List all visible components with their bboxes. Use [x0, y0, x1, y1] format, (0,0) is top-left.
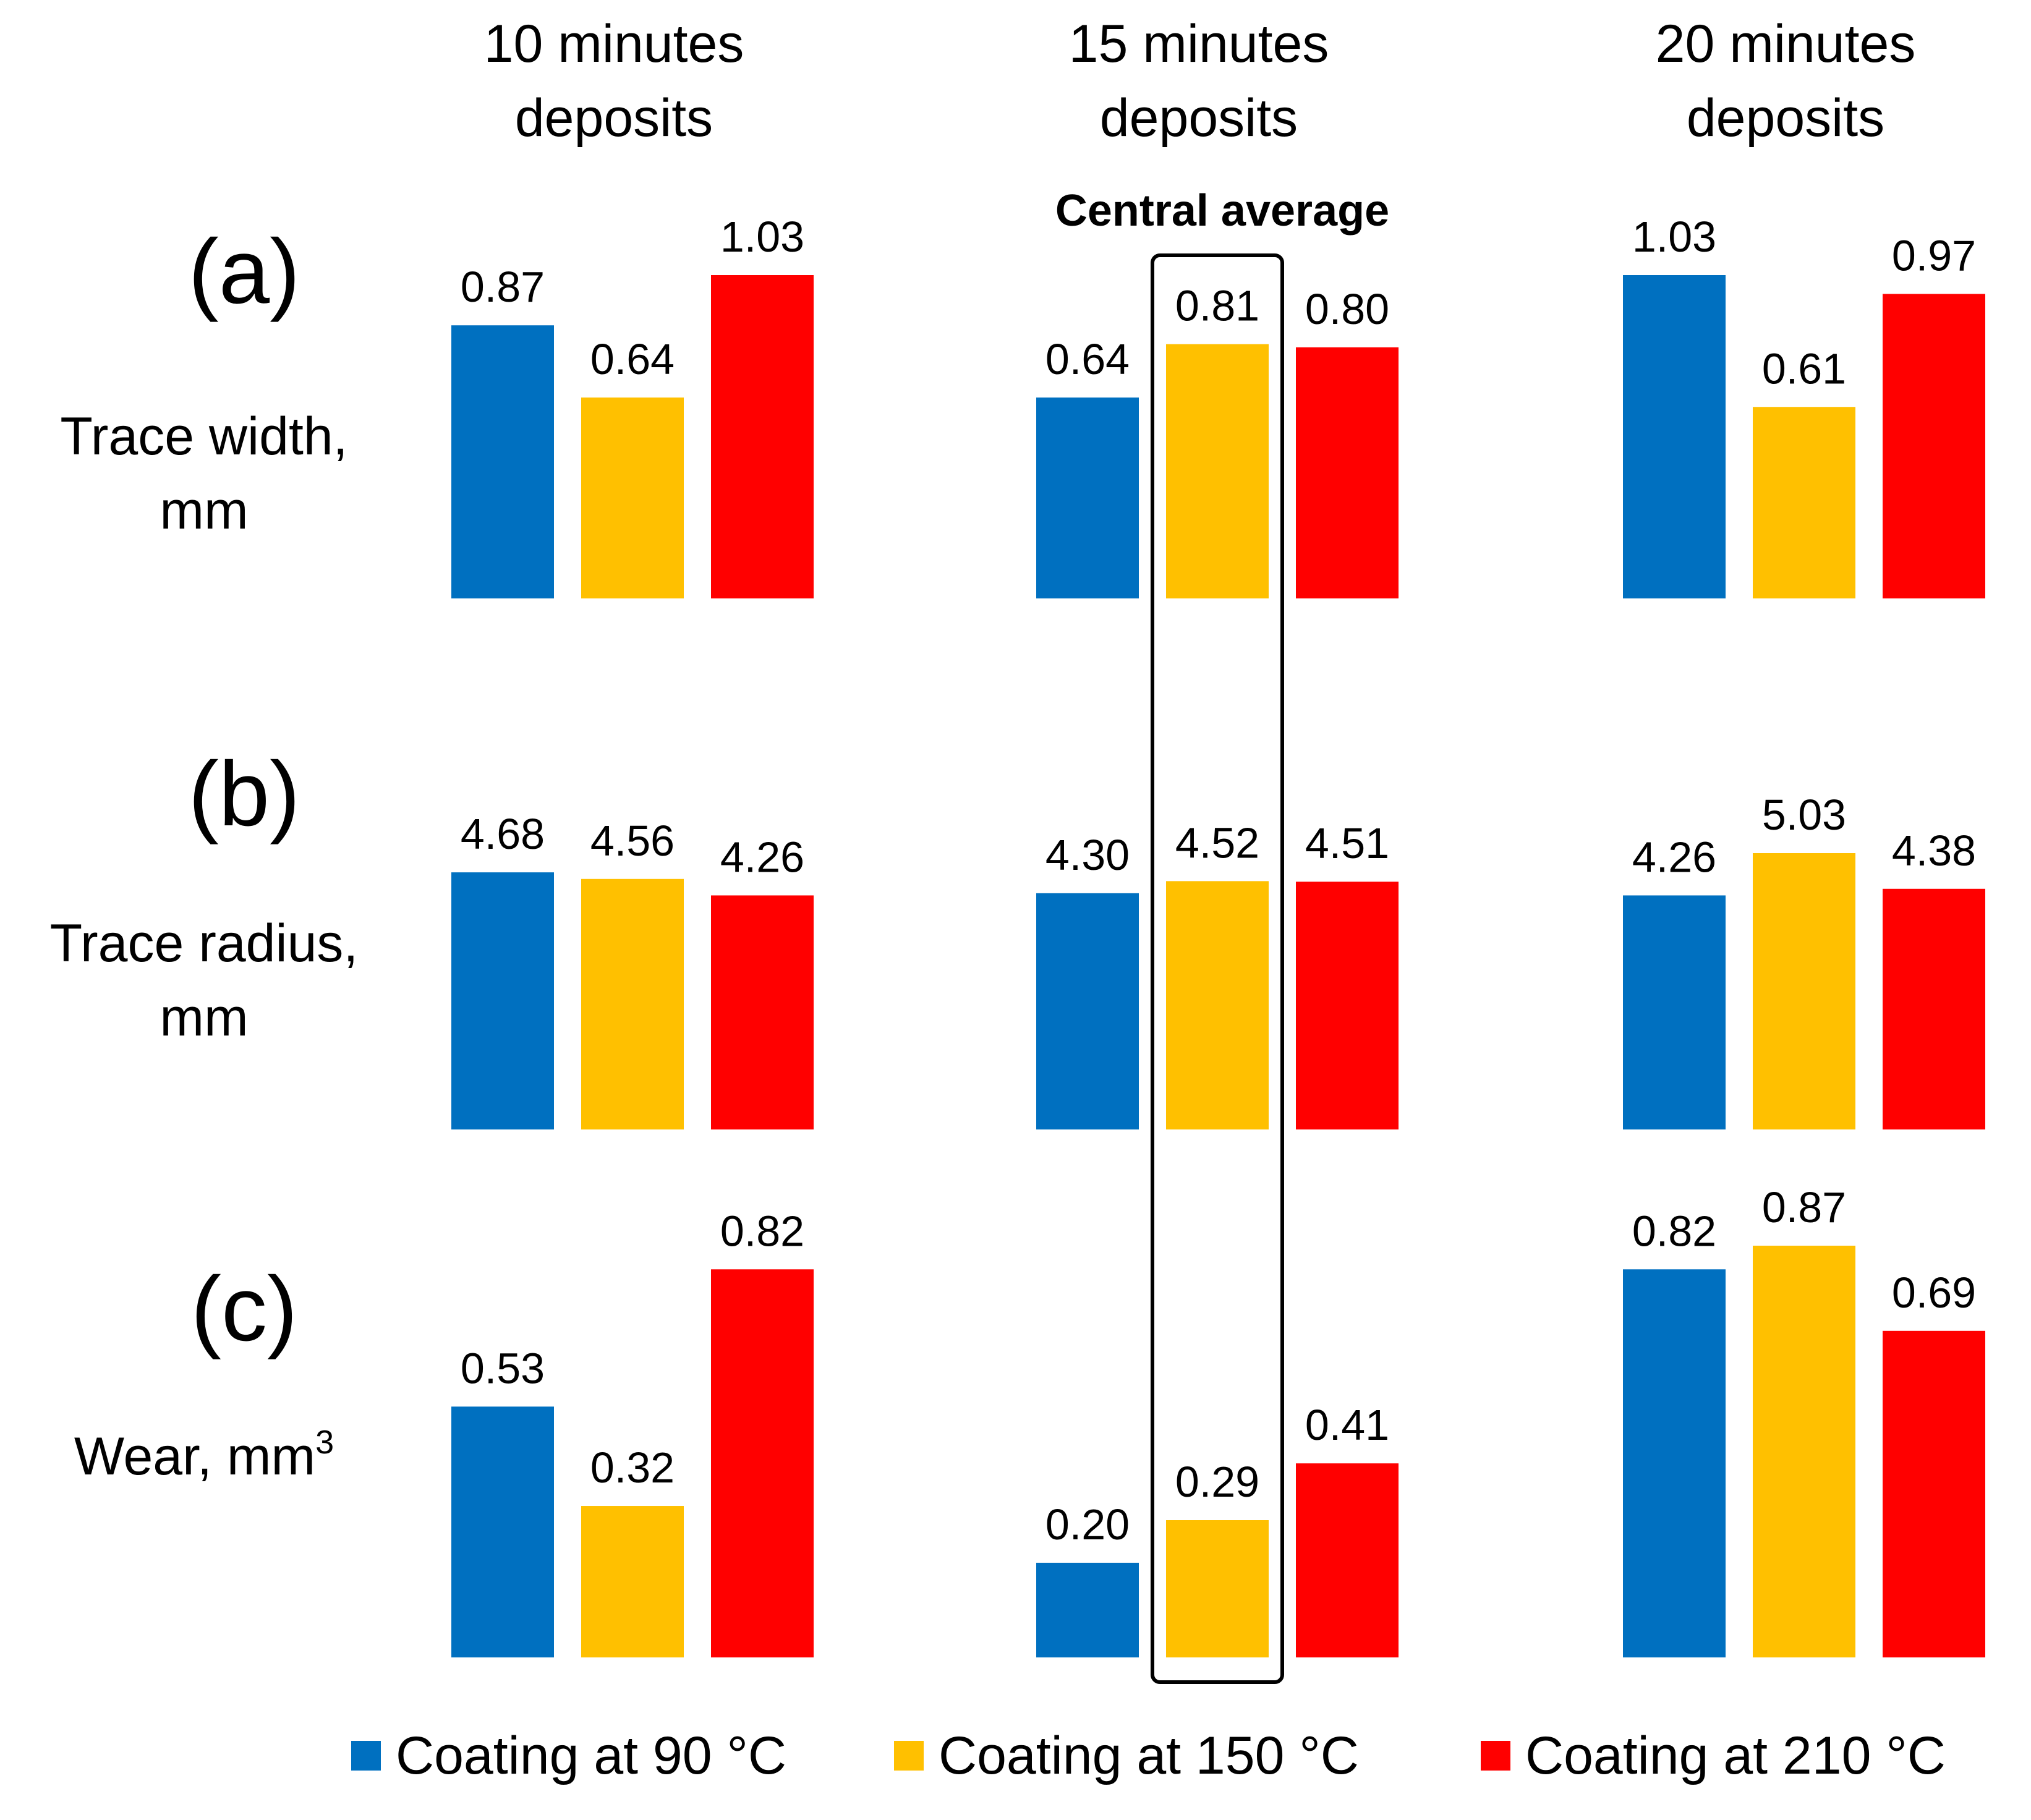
bar [451, 1406, 554, 1657]
data-label: 4.26 [1632, 833, 1716, 881]
data-label: 4.56 [590, 817, 675, 865]
data-label: 0.81 [1175, 282, 1259, 330]
data-label: 0.82 [1632, 1207, 1716, 1255]
bar [1296, 347, 1399, 598]
data-label: 0.61 [1762, 344, 1846, 393]
bar [1623, 895, 1726, 1129]
bar [581, 1506, 684, 1657]
central-average-title: Central average [1055, 186, 1389, 236]
data-label: 0.87 [461, 263, 545, 311]
bar [1296, 1463, 1399, 1657]
bar [1883, 1330, 1985, 1657]
data-label: 4.30 [1045, 831, 1130, 879]
column-header: 15 minutes deposits [1069, 14, 1329, 148]
bar [1166, 881, 1269, 1129]
data-label: 0.82 [720, 1207, 804, 1255]
central-average-box [1151, 253, 1284, 1684]
data-label: 4.26 [720, 833, 804, 881]
row-letter: (b) [189, 743, 300, 845]
bar [1753, 1246, 1855, 1657]
row-label: Wear, mm3 [74, 1424, 334, 1486]
bar-groups: 0.87 0.64 1.03 0.64 0.81 0.80 1.03 0.61 0.97 4.68… [451, 213, 1985, 1657]
data-label: 0.87 [1762, 1183, 1846, 1231]
bar [1623, 275, 1726, 598]
bar [711, 275, 814, 598]
data-label: 5.03 [1762, 791, 1846, 839]
row-label: mm [160, 988, 248, 1047]
data-label: 1.03 [1632, 213, 1716, 261]
row-labels: (a) Trace width, mm (b) Trace radius, mm (c) We… [50, 221, 359, 1486]
column-header: 20 minutes deposits [1656, 14, 1916, 148]
data-label: 0.64 [590, 335, 675, 383]
central-average-highlight: Central average [1055, 186, 1389, 1684]
bar [1036, 398, 1139, 598]
bar [1166, 1520, 1269, 1657]
bar [1883, 888, 1985, 1129]
column-headers: 10 minutes deposits 15 minutes deposits 20 m… [484, 14, 1916, 148]
data-label: 4.38 [1892, 827, 1976, 875]
data-label: 0.69 [1892, 1269, 1976, 1317]
bar [451, 325, 554, 598]
legend-swatch [351, 1741, 381, 1771]
data-label: 0.80 [1305, 285, 1389, 333]
bar [581, 398, 684, 598]
row-label: Trace width, [60, 407, 347, 466]
column-header: 10 minutes deposits [484, 14, 744, 148]
bar [711, 1269, 814, 1657]
bar [1623, 1269, 1726, 1657]
data-label: 0.29 [1175, 1458, 1259, 1506]
data-label: 4.51 [1305, 819, 1389, 867]
row-label: Trace radius, [50, 914, 359, 973]
bar [1166, 344, 1269, 598]
bar [711, 895, 814, 1129]
data-label: 0.32 [590, 1444, 675, 1492]
data-label: 0.53 [461, 1344, 545, 1392]
data-label: 0.64 [1045, 335, 1130, 383]
data-label: 0.41 [1305, 1401, 1389, 1449]
bar [1753, 853, 1855, 1129]
row-letter: (c) [191, 1258, 298, 1360]
legend: Coating at 90 °C Coating at 150 °C Coating… [351, 1726, 1946, 1785]
data-label: 4.52 [1175, 819, 1259, 867]
bar [1753, 407, 1855, 598]
legend-label: Coating at 150 °C [939, 1726, 1359, 1785]
bar [581, 878, 684, 1129]
data-label: 4.68 [461, 810, 545, 858]
legend-swatch [1481, 1741, 1510, 1771]
bar [1296, 882, 1399, 1129]
bar [1036, 893, 1139, 1129]
bar [451, 872, 554, 1129]
legend-label: Coating at 210 °C [1525, 1726, 1946, 1785]
legend-swatch [894, 1741, 924, 1771]
data-label: 0.97 [1892, 231, 1976, 279]
legend-label: Coating at 90 °C [396, 1726, 786, 1785]
row-letter: (a) [189, 221, 300, 323]
bar [1036, 1562, 1139, 1657]
bar [1883, 294, 1985, 598]
data-label: 0.20 [1045, 1500, 1130, 1549]
data-label: 1.03 [720, 213, 804, 261]
row-label: mm [160, 481, 248, 540]
